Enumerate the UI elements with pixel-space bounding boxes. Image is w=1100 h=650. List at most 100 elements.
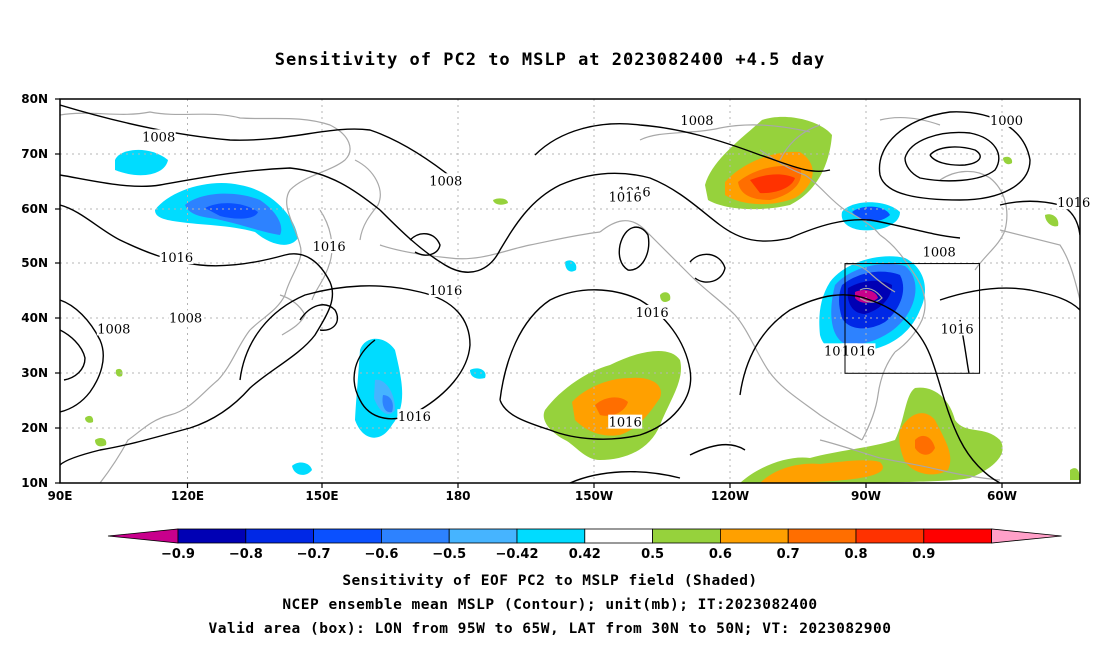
contour-label: 1016 [429, 284, 462, 299]
caption-line-2: NCEP ensemble mean MSLP (Contour); unit(… [282, 597, 818, 613]
colorbar-label: −0.5 [432, 547, 466, 562]
contour-label-bg [608, 414, 643, 429]
contour-label: 1016 [941, 322, 974, 337]
contour-label: 1008 [97, 322, 130, 337]
contour-label: 1008 [169, 311, 202, 326]
contour-line [904, 131, 1000, 182]
colorbar-swatch [313, 528, 382, 544]
contour-label-bg [428, 173, 463, 188]
shading-region [852, 206, 890, 222]
colorbar-label: 0.6 [709, 547, 732, 562]
contour-label: 1008 [680, 114, 713, 129]
plot-title: Sensitivity of PC2 to MSLP at 2023082400… [274, 50, 826, 70]
colorbar-swatch [448, 528, 518, 544]
coastline [819, 439, 1001, 481]
colorbar-swatch [177, 528, 247, 544]
contour-label: 1008 [923, 246, 956, 261]
valid-area-box [844, 263, 981, 374]
lon-label: 120E [171, 489, 204, 503]
lon-label: 90W [851, 489, 881, 503]
contour-label-bg [312, 239, 347, 254]
shading-region [115, 368, 123, 377]
shading-region [115, 149, 168, 176]
coastline [379, 231, 601, 260]
colorbar-label: −0.42 [496, 547, 539, 562]
shading-region [382, 395, 393, 413]
contour-label-bg [96, 321, 131, 336]
contour-line [929, 146, 981, 166]
shading-region [292, 462, 312, 475]
contour-label: 1016 [160, 251, 193, 266]
contour-label-bg [428, 283, 463, 297]
mslp-contours [60, 104, 1080, 483]
colorbar-label: 0.7 [777, 547, 800, 562]
contour-line [299, 304, 339, 331]
coastline [354, 159, 381, 241]
contour-label-bg [1056, 195, 1091, 210]
colorbar-label: 0.9 [912, 547, 935, 562]
shading-region [565, 260, 577, 272]
colorbar-swatch [380, 528, 450, 544]
shading-region [1045, 214, 1059, 227]
colorbar-swatch [245, 528, 315, 544]
colorbar-swatch [652, 528, 721, 544]
lat-label: 50N [21, 256, 48, 270]
contour-line [739, 294, 1001, 483]
coastline [879, 234, 926, 353]
contour-label: 1016 [1057, 196, 1090, 211]
shading-region [760, 460, 883, 483]
colorbar-label: 0.8 [844, 547, 867, 562]
contour-labels: 1008100810081008100810081008100010161016… [96, 112, 1091, 431]
lat-label: 60N [21, 202, 48, 216]
lon-label: 180 [445, 489, 470, 503]
contour-label: 1016 [313, 240, 346, 255]
shading-region [855, 290, 878, 303]
shading-region [915, 435, 935, 455]
lat-label: 70N [21, 147, 48, 161]
colorbar-swatch [584, 528, 653, 544]
colorbar-end-low [107, 528, 179, 544]
contour-label-bg [159, 250, 194, 265]
longitude-labels: 90E 120E 150E 180 150W 120W 90W 60W [48, 489, 1017, 503]
gridlines [60, 99, 1080, 483]
colorbar-swatch [516, 528, 586, 544]
coastline [279, 294, 306, 336]
contour-line [60, 329, 86, 381]
lat-label: 20N [21, 421, 48, 435]
coastline [859, 287, 883, 303]
coastline [999, 229, 1080, 301]
coastline [599, 220, 863, 441]
contour-label: 1008 [142, 130, 175, 145]
coastline [311, 209, 333, 301]
coastline [779, 124, 821, 161]
contour-label-bg [608, 189, 643, 204]
coastline [939, 170, 1008, 271]
coastline [759, 149, 881, 236]
caption-line-3: Valid area (box): LON from 95W to 65W, L… [208, 621, 892, 637]
lat-label: 30N [21, 366, 48, 380]
contour-line [60, 299, 104, 413]
contour-label-bg [397, 409, 432, 424]
contour-line [409, 233, 441, 256]
lon-label: 150E [305, 489, 338, 503]
contour-label: 1016 [609, 191, 642, 206]
shading-region [470, 368, 486, 379]
contour-line [939, 287, 1080, 311]
contour-line [239, 285, 471, 420]
colorbar-swatch [923, 528, 992, 544]
lon-label: 120W [711, 489, 749, 503]
contour-label: 1000 [990, 114, 1023, 129]
contour-line [689, 253, 726, 283]
contour-label: 1008 [429, 174, 462, 189]
colorbar-swatch [787, 528, 857, 544]
contour-line [60, 104, 456, 181]
contour-line [534, 123, 831, 172]
contour-label: 1016 [842, 344, 875, 359]
contour-label-bg [841, 343, 876, 358]
shading-region [660, 292, 671, 303]
coastline [879, 116, 941, 126]
coastline [861, 351, 896, 441]
axis-ticks [55, 98, 1003, 488]
caption-line-1: Sensitivity of EOF PC2 to MSLP field (Sh… [342, 573, 758, 589]
